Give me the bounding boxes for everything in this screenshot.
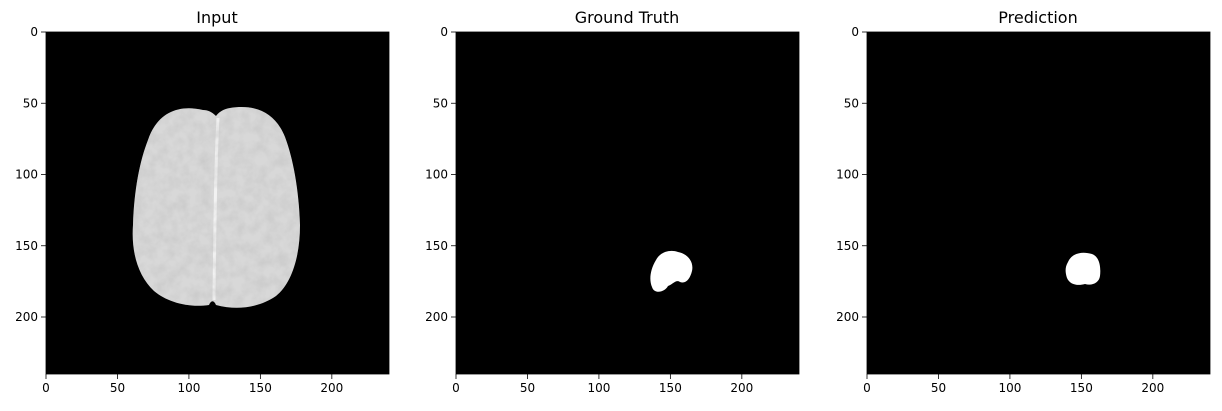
y-tick-label: 150 (425, 239, 448, 253)
y-tick-label: 0 (851, 25, 859, 39)
panel-ground-truth: Ground Truth (456, 8, 799, 374)
y-tick-label: 150 (15, 239, 38, 253)
axes-0: 0 50 100 150 200 0 50 100 150 200 (15, 25, 390, 395)
x-tick-label: 150 (659, 381, 682, 395)
y-tick-label: 200 (836, 310, 859, 324)
panel-title: Ground Truth (575, 8, 680, 27)
y-tick-label: 200 (425, 310, 448, 324)
y-tick-label: 100 (425, 168, 448, 182)
axes-1: 0 50 100 150 200 0 50 100 150 200 (425, 25, 800, 395)
axes-frame (45, 31, 390, 375)
x-tick-label: 100 (177, 381, 200, 395)
y-tick-label: 0 (30, 25, 38, 39)
tumor-mask (650, 250, 693, 292)
x-tick-label: 0 (452, 381, 460, 395)
axes-2: 0 50 100 150 200 0 50 100 150 200 (836, 25, 1211, 395)
axes-frame (866, 31, 1211, 375)
y-tick-label: 0 (440, 25, 448, 39)
panel-title: Input (196, 8, 237, 27)
x-tick-label: 50 (110, 381, 125, 395)
panel-prediction: Prediction (867, 8, 1210, 374)
x-tick-label: 150 (1070, 381, 1093, 395)
y-tick-label: 50 (844, 96, 859, 110)
x-tick-label: 50 (520, 381, 535, 395)
y-tick-label: 200 (15, 310, 38, 324)
x-tick-label: 50 (931, 381, 946, 395)
axes-layer: 0 50 100 150 200 0 50 100 150 200 0 50 100 150 200 0 50 1… (15, 25, 1211, 395)
brain-slice (132, 107, 300, 308)
y-tick-label: 150 (836, 239, 859, 253)
image-area (456, 32, 799, 374)
x-tick-label: 0 (863, 381, 871, 395)
y-tick-label: 50 (23, 96, 38, 110)
axes-frame (455, 31, 800, 375)
x-tick-label: 100 (998, 381, 1021, 395)
x-tick-label: 200 (320, 381, 343, 395)
x-tick-label: 200 (730, 381, 753, 395)
panel-input: Input (46, 8, 389, 374)
image-area (867, 32, 1210, 374)
y-tick-label: 100 (836, 168, 859, 182)
tumor-mask (1065, 252, 1101, 285)
x-tick-label: 150 (249, 381, 272, 395)
x-tick-label: 100 (587, 381, 610, 395)
y-tick-label: 100 (15, 168, 38, 182)
panel-title: Prediction (998, 8, 1077, 27)
y-tick-label: 50 (433, 96, 448, 110)
x-tick-label: 0 (42, 381, 50, 395)
x-tick-label: 200 (1141, 381, 1164, 395)
